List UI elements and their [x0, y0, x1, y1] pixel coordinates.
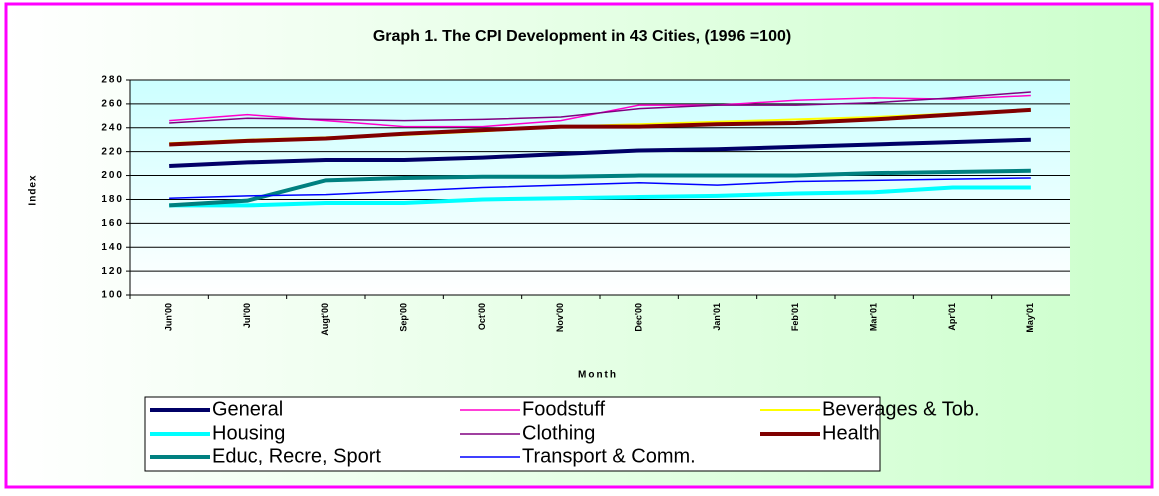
x-tick-label: Apr'01	[947, 303, 957, 331]
series-line	[169, 137, 1031, 168]
x-tick-label: Jul'00	[242, 303, 252, 328]
y-tick-label: 220	[101, 146, 124, 157]
y-tick-label: 100	[101, 290, 124, 301]
x-tick-label: Mar'01	[869, 303, 879, 331]
y-tick-label: 140	[101, 242, 124, 253]
y-tick-label: 280	[101, 75, 124, 86]
y-tick-label: 200	[101, 170, 124, 181]
plot: 100 120 140 160 180 200 220 240 260 280 Jun'00 Jul'…	[101, 75, 1070, 467]
legend-label: Transport & Comm.	[522, 445, 696, 467]
x-tick-label: Augt'00	[320, 303, 330, 336]
y-tick-label: 180	[101, 194, 124, 205]
x-tick-label: Feb'01	[790, 303, 800, 331]
series-line	[169, 168, 1031, 208]
x-tick-label: Sep'00	[399, 303, 409, 332]
x-tick-label: Dec'00	[634, 303, 644, 332]
series-line	[169, 177, 1031, 199]
legend-label: General	[212, 398, 283, 420]
x-tick-label: Jun'00	[164, 303, 174, 331]
legend-label: Foodstuff	[522, 398, 605, 420]
y-tick-label: 240	[101, 122, 124, 133]
x-tick-label: Jan'01	[712, 303, 722, 331]
legend-label: Beverages & Tob.	[822, 398, 980, 420]
chart-title: Graph 1. The CPI Development in 43 Citie…	[373, 28, 791, 45]
x-tick-label: May'01	[1025, 303, 1035, 333]
x-tick-label: Oct'00	[477, 303, 487, 330]
series-line	[169, 107, 1031, 147]
series-line	[169, 185, 1031, 208]
y-axis-label: Index	[28, 174, 39, 205]
series-line	[169, 91, 1031, 124]
legend-label: Health	[822, 422, 880, 444]
y-tick-label: 120	[101, 266, 124, 277]
legend-label: Educ, Recre, Sport	[212, 445, 381, 467]
legend-label: Housing	[212, 422, 285, 444]
legend-label: Clothing	[522, 422, 595, 444]
y-tick-label: 160	[101, 218, 124, 229]
x-tick-label: Nov'00	[555, 303, 565, 332]
y-tick-label: 260	[101, 99, 124, 110]
x-axis-label: Month	[578, 370, 618, 381]
